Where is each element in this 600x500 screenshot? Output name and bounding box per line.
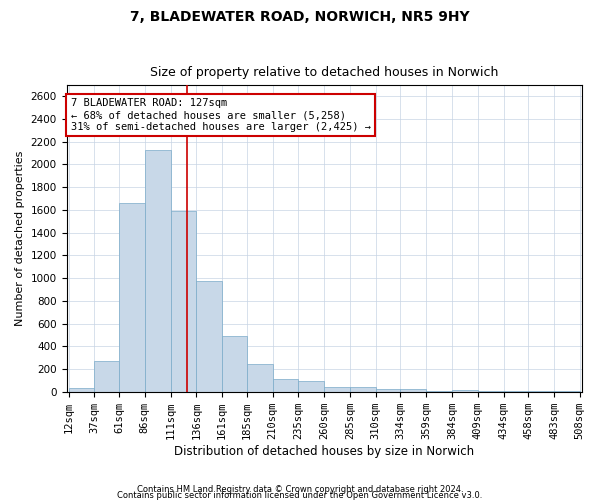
Y-axis label: Number of detached properties: Number of detached properties (15, 150, 25, 326)
Title: Size of property relative to detached houses in Norwich: Size of property relative to detached ho… (150, 66, 499, 80)
Bar (350, 387, 376, 392)
Text: 7, BLADEWATER ROAD, NORWICH, NR5 9HY: 7, BLADEWATER ROAD, NORWICH, NR5 9HY (130, 10, 470, 24)
Bar (68, 388, 94, 392)
Text: Contains HM Land Registry data © Crown copyright and database right 2024.: Contains HM Land Registry data © Crown c… (137, 484, 463, 494)
Bar (94, 361, 119, 392)
Bar (247, 364, 272, 392)
Bar (478, 391, 503, 392)
Bar (376, 389, 400, 392)
Bar (554, 391, 580, 392)
Bar (222, 336, 247, 392)
Bar (452, 390, 478, 392)
Bar (272, 379, 298, 392)
Bar (528, 390, 554, 392)
Bar (426, 390, 452, 392)
Text: Contains public sector information licensed under the Open Government Licence v3: Contains public sector information licen… (118, 490, 482, 500)
X-axis label: Distribution of detached houses by size in Norwich: Distribution of detached houses by size … (174, 444, 474, 458)
Bar (145, 150, 170, 392)
Text: 7 BLADEWATER ROAD: 127sqm
← 68% of detached houses are smaller (5,258)
31% of se: 7 BLADEWATER ROAD: 127sqm ← 68% of detac… (71, 98, 371, 132)
Bar (503, 391, 528, 392)
Bar (400, 390, 426, 392)
Bar (324, 386, 350, 392)
Bar (298, 382, 324, 392)
Bar (170, 211, 196, 392)
Bar (196, 282, 222, 392)
Bar (119, 203, 145, 392)
